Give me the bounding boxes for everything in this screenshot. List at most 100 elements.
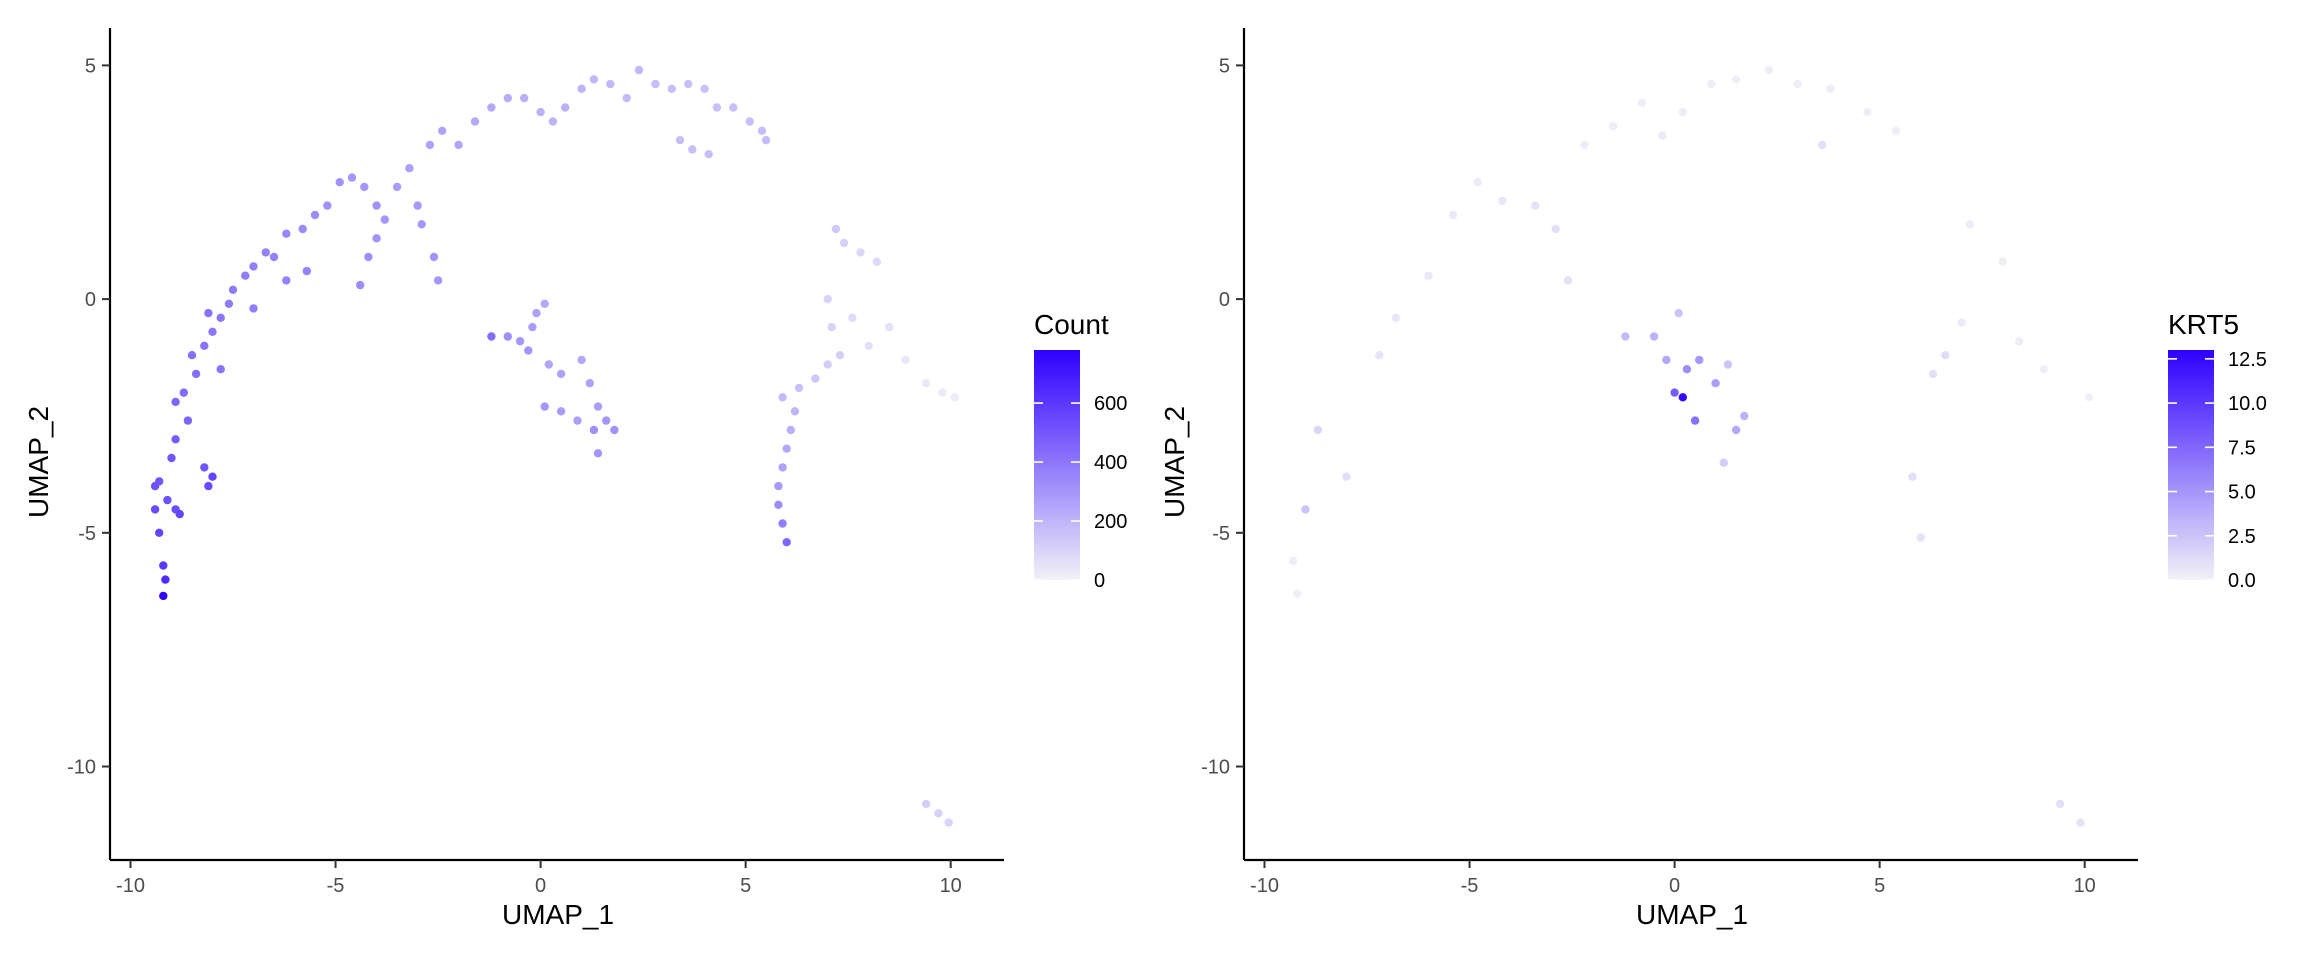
data-point	[249, 262, 258, 271]
colorbar-tick-label: 7.5	[2228, 437, 2256, 459]
data-point	[1941, 351, 1950, 360]
data-point	[335, 178, 344, 187]
x-tick-label: -5	[1461, 875, 1479, 897]
data-point	[454, 140, 463, 150]
data-point	[593, 402, 603, 411]
data-point	[161, 575, 170, 584]
data-point	[688, 145, 697, 154]
data-point	[302, 266, 311, 276]
data-point	[573, 416, 582, 425]
y-axis-title-count: UMAP_2	[23, 406, 54, 518]
data-point	[1719, 458, 1729, 467]
data-point	[1313, 425, 1323, 435]
data-point	[2084, 393, 2093, 402]
data-point	[356, 280, 365, 290]
data-point	[556, 369, 566, 379]
data-point	[831, 224, 841, 234]
data-point	[540, 402, 549, 411]
data-point	[159, 561, 168, 570]
data-point	[1342, 472, 1351, 481]
data-point	[1301, 505, 1310, 514]
colorbar-tick-label: 10.0	[2228, 393, 2267, 415]
data-point	[778, 393, 787, 402]
data-point	[1649, 332, 1659, 341]
data-point	[150, 505, 160, 514]
data-point	[380, 215, 389, 224]
data-point	[269, 252, 279, 262]
data-point	[241, 271, 250, 280]
data-point	[1674, 308, 1683, 318]
data-point	[183, 416, 193, 425]
legend-count: Count 0 200 400 600	[1034, 309, 1127, 592]
data-point	[1818, 140, 1827, 150]
data-point	[921, 799, 931, 809]
data-point	[1662, 355, 1671, 365]
data-point	[438, 126, 447, 135]
colorbar-tick-label: 0.0	[2228, 570, 2256, 592]
data-point	[470, 117, 480, 126]
data-point	[1916, 533, 1925, 542]
data-point	[790, 407, 800, 416]
y-tick-label: -5	[1212, 523, 1230, 545]
data-point	[1711, 379, 1720, 388]
data-point	[782, 444, 791, 453]
data-point	[425, 140, 435, 150]
data-point	[1957, 318, 1966, 327]
data-point	[179, 388, 188, 397]
data-point	[1928, 369, 1938, 379]
data-point	[1707, 79, 1716, 89]
data-point	[1793, 79, 1802, 89]
x-tick-label: 10	[2074, 875, 2096, 897]
data-point	[1891, 126, 1901, 135]
data-point	[544, 360, 553, 369]
data-point	[249, 304, 258, 313]
data-point	[823, 294, 832, 304]
data-point	[602, 416, 611, 425]
data-point	[1289, 556, 1298, 566]
data-point	[360, 182, 369, 192]
y-tick-label: -10	[67, 757, 96, 779]
krt5-axes: -10 -5 0 5 10 -10 -5 0 5	[1201, 28, 2138, 897]
data-point	[1678, 393, 1688, 402]
legend-title-count: Count	[1034, 309, 1109, 340]
data-point	[310, 210, 320, 220]
data-point	[1764, 65, 1774, 75]
data-point	[622, 93, 631, 103]
count-axes: -10 -5 0 5 10 -10 -5 0 5	[67, 28, 1004, 897]
data-point	[593, 449, 603, 458]
data-point	[298, 224, 307, 234]
y-tick-label: 5	[85, 55, 96, 77]
colorbar-tick-label: 2.5	[2228, 526, 2256, 548]
data-point	[159, 591, 168, 601]
data-point	[1682, 365, 1692, 374]
data-point	[191, 369, 201, 379]
data-point	[585, 379, 594, 388]
y-tick-label: -10	[1201, 757, 1230, 779]
data-point	[417, 220, 426, 229]
data-point	[1563, 276, 1573, 285]
data-point	[921, 379, 931, 388]
data-point	[224, 299, 234, 308]
data-point	[774, 500, 783, 509]
data-point	[1695, 355, 1704, 365]
colorbar-count	[1034, 350, 1080, 580]
data-point	[848, 313, 857, 322]
data-point	[684, 79, 693, 89]
data-point	[548, 117, 558, 126]
data-point	[372, 201, 381, 210]
data-point	[577, 355, 586, 365]
data-point	[944, 818, 953, 827]
data-point	[872, 257, 882, 266]
data-point	[1473, 178, 1483, 187]
data-point	[515, 337, 525, 346]
data-point	[503, 93, 512, 103]
data-point	[1731, 75, 1741, 84]
panel-krt5: -10 -5 0 5 10 -10 -5 0 5 UMAP_1 UMAP_2 KRT5 0.0 2…	[1159, 28, 2267, 930]
data-point	[520, 93, 529, 103]
data-point	[1740, 411, 1749, 421]
x-tick-label: 0	[535, 875, 546, 897]
colorbar-ticks-krt5: 0.0 2.5 5.0 7.5 10.0 12.5	[2168, 349, 2267, 592]
data-point	[1998, 257, 2007, 266]
data-point	[155, 528, 164, 537]
data-point	[171, 435, 180, 444]
